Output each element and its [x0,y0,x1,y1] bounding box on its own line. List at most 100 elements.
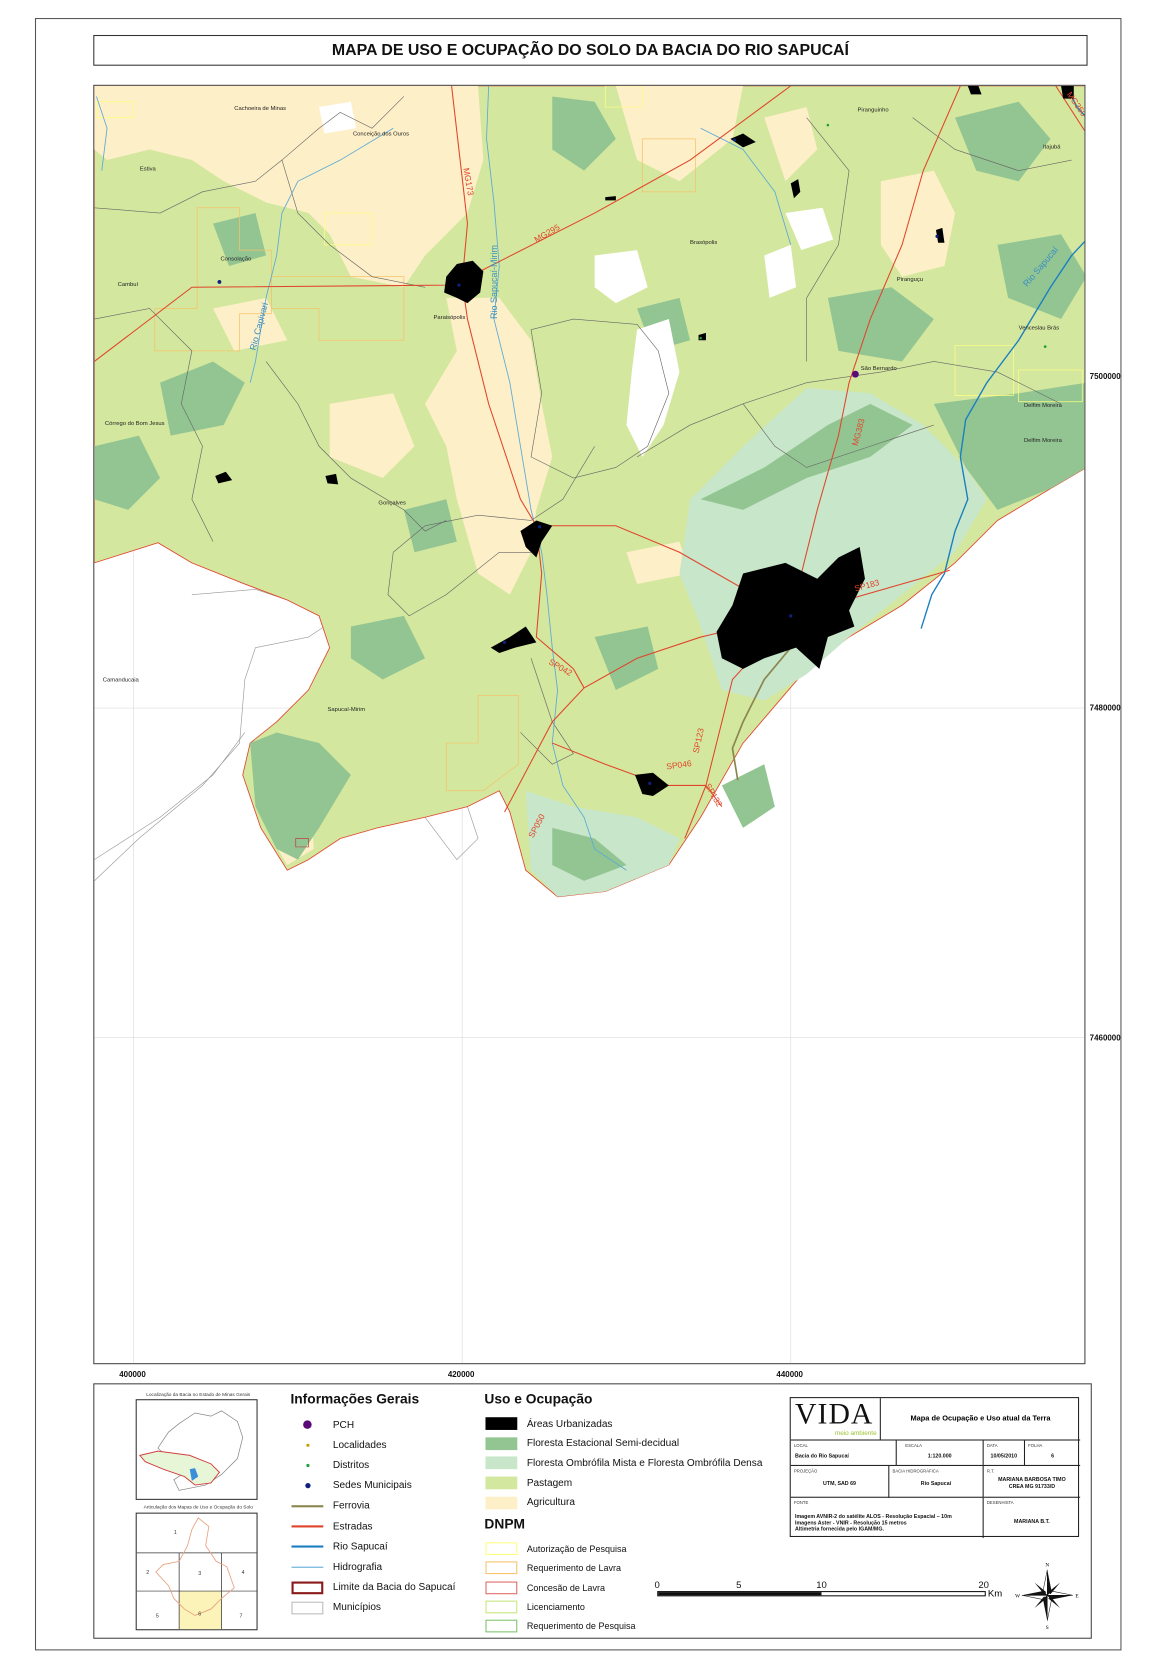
vida-logo: VIDA [794,1398,874,1431]
articulation-inset: 1 2 3 4 5 6 7 [135,1512,258,1631]
rio-sapucai-mirim [486,85,627,871]
legend-outline-icon [484,1541,518,1556]
bacia-value: Rio Sapucaí [920,1480,952,1488]
legend-dnpm-heading: DNPM [484,1515,525,1532]
bacia-cell: BACIA HIDROGRÁFICA Rio Sapucaí [889,1465,984,1498]
easting-label: 420000 [447,1369,475,1380]
autorizacao-de-pesquisa-polygon [1018,369,1083,403]
desenhista-value: MARIANA B.T. [1014,1518,1050,1526]
road-sp050 [504,615,791,813]
sheet-border [34,18,1122,1651]
legend-item-dnpm: Licenciamento [484,1598,585,1615]
legend-outline-icon [484,1561,518,1576]
legend-outline-icon [484,1580,518,1595]
compass-e: E [1075,1593,1078,1599]
requerimento-de-lavra-polygon [445,694,519,792]
road-sp132 [705,785,723,807]
projecao-cell: PROJEÇÃO UTM, SAD 69 [790,1465,890,1498]
place-label: São Bernardo [861,366,897,372]
place-label: Cachoeira de Minas [234,106,286,112]
easting-label: 400000 [119,1369,146,1380]
sheet-number: 4 [242,1570,245,1576]
place-label: Sapucaí-Mirim [328,707,366,713]
place-label: Brasópolis [690,240,717,246]
municipality-lines [94,96,1072,765]
scale-bar-filled-segment [658,1592,822,1596]
fonte-caption: FONTE [793,1499,809,1506]
legend-swatch-icon [484,1416,518,1431]
legend-symbol-icon [290,1499,324,1514]
legend-item-landuse: Floresta Estacional Semi-decidual [484,1435,679,1452]
legend-item-dnpm: Autorização de Pesquisa [484,1540,626,1557]
desenhista-cell: DESENHISTA MARIANA B.T. [984,1498,1080,1538]
sheet-number: 6 [198,1611,201,1617]
data-value: 10/05/2010 [990,1453,1018,1460]
desenhista-caption: DESENHISTA [986,1499,1014,1506]
place-label: Paraisópolis [434,315,466,321]
place-labels: Cachoeira de Minas Conceição dos Ouros E… [103,106,1063,713]
agriculture-areas [94,85,956,865]
districts [699,123,1047,348]
place-label: Venceslau Brás [1019,326,1060,332]
bacia-caption: BACIA HIDROGRÁFICA [892,1468,939,1474]
pch-sao-bernardo [852,370,859,378]
escala-caption: ESCALA [905,1442,922,1448]
legend-label: Pastagem [526,1477,573,1489]
compass-n: N [1045,1563,1049,1569]
legend-symbol-icon [290,1478,324,1493]
requerimento-de-lavra-polygon [154,207,272,352]
legend-outline-icon [484,1619,518,1634]
projecao-caption: PROJEÇÃO [793,1468,818,1474]
road-mg383 [790,85,961,616]
legend-item-general: Municípios [290,1599,381,1616]
scale-unit: Km [987,1587,1003,1599]
data-caption: DATA [986,1442,998,1448]
place-label: Cambuí [118,282,139,288]
legend-label: Hidrografia [332,1561,383,1573]
legend-item-general: Limite da Bacia do Sapucaí [290,1579,455,1596]
scale-tick: 5 [736,1579,742,1590]
easting-label: 440000 [776,1369,803,1380]
scale-tick: 10 [816,1579,827,1590]
legend-symbol-icon [290,1539,324,1554]
concessao-de-lavra-polygon [295,838,309,848]
sheet-number: 2 [146,1570,149,1576]
northing-label: 7500000 [1089,371,1121,382]
legend-swatch-icon [484,1436,518,1451]
legend-item-landuse: Floresta Ombrófila Mista e Floresta Ombr… [484,1455,762,1472]
northing-label: 7460000 [1089,1032,1121,1043]
autorizacao-de-pesquisa-polygon [604,85,643,108]
location-inset [135,1399,258,1500]
local-value: Bacia do Rio Sapucaí [794,1453,849,1460]
basin-outline [155,1517,235,1616]
north-arrow-icon: N S E W [1015,1563,1078,1631]
legend-swatch-icon [484,1456,518,1471]
compass-w: W [1015,1593,1020,1599]
unclassified-areas [319,101,834,457]
legend-item-general: Rio Sapucaí [290,1538,388,1555]
legend-item-landuse: Pastagem [484,1475,572,1492]
place-label: Piranguinho [858,107,889,113]
legend-label: Floresta Ombrófila Mista e Floresta Ombr… [526,1457,763,1470]
compass-s: S [1046,1625,1049,1630]
legend-label: Limite da Bacia do Sapucaí [332,1581,456,1594]
urban-areas [215,85,1074,797]
map-title-cell: Mapa de Ocupação e Uso atual da Terra [880,1398,1081,1441]
place-label: Itajubá [1043,144,1061,150]
legend-symbol-icon [290,1560,324,1575]
legend-general-heading: Informações Gerais [290,1390,420,1407]
legend-symbol-icon [290,1417,324,1432]
legend-label: PCH [332,1418,355,1431]
hydrography [96,85,792,871]
folha-cell: FOLHA 6 [1025,1441,1081,1466]
local-cell: LOCAL Bacia do Rio Sapucaí [790,1440,897,1466]
legend-item-landuse: Agricultura [484,1494,575,1511]
map-view[interactable]: Cachoeira de Minas Conceição dos Ouros E… [93,84,1086,1365]
basin-pasture [94,85,1085,898]
urban-area-itajuba [716,546,865,669]
legend-label: Requerimento de Pesquisa [526,1620,636,1632]
rt-caption: R.T. [986,1468,995,1474]
sheet-number: 7 [240,1614,243,1620]
fonte-cell: FONTE Imagem AVNIR-2 do satélite ALOS - … [791,1497,984,1539]
